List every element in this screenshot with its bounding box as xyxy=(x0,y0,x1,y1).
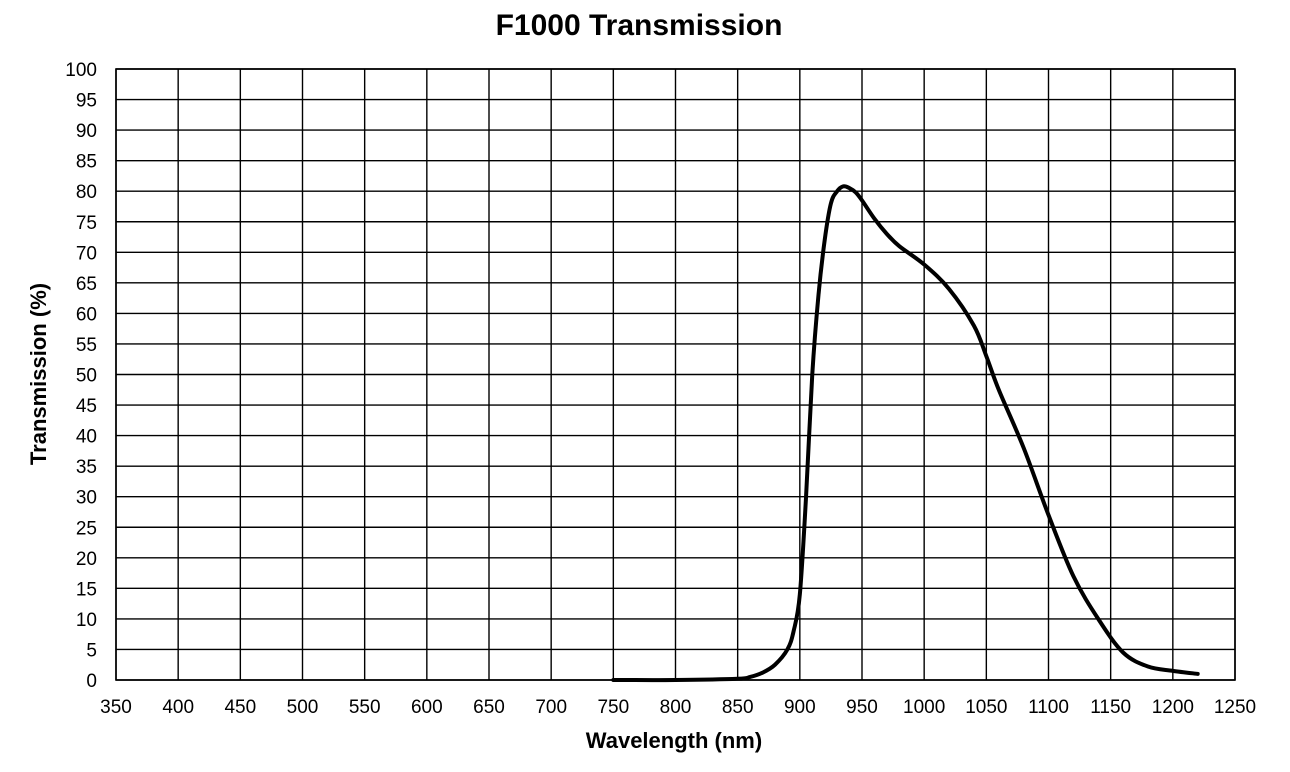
y-tick-labels: 0 5 10 15 20 25 30 35 40 45 50 55 60 65 70 75 80 85 90 95 10… xyxy=(65,60,97,692)
x-tick-label: 1200 xyxy=(1152,697,1194,718)
x-tick-label: 600 xyxy=(411,697,443,718)
x-tick-label: 950 xyxy=(846,697,878,718)
x-tick-label: 700 xyxy=(535,697,567,718)
x-tick-label: 1250 xyxy=(1214,697,1256,718)
x-tick-label: 400 xyxy=(162,697,194,718)
y-tick-label: 50 xyxy=(76,366,97,387)
y-tick-label: 100 xyxy=(65,60,97,81)
x-tick-label: 1100 xyxy=(1028,697,1069,718)
x-tick-label: 1000 xyxy=(903,697,945,718)
transmission-curve xyxy=(611,184,1200,683)
y-tick-label: 0 xyxy=(86,671,97,692)
y-tick-label: 65 xyxy=(76,274,97,295)
y-tick-label: 90 xyxy=(76,121,97,142)
x-tick-label: 750 xyxy=(597,697,629,718)
y-tick-label: 5 xyxy=(86,640,97,661)
x-tick-label: 850 xyxy=(722,697,754,718)
y-tick-label: 85 xyxy=(76,152,97,173)
x-tick-label: 350 xyxy=(100,697,132,718)
x-tick-label: 800 xyxy=(660,697,692,718)
series xyxy=(611,184,1200,683)
x-tick-label: 550 xyxy=(349,697,381,718)
x-tick-label: 1050 xyxy=(965,697,1007,718)
x-tick-label: 1150 xyxy=(1090,697,1131,718)
y-tick-label: 80 xyxy=(76,182,97,203)
y-tick-label: 25 xyxy=(76,518,97,539)
y-tick-label: 30 xyxy=(76,488,97,509)
y-axis-label: Transmission (%) xyxy=(26,283,51,465)
y-tick-label: 75 xyxy=(76,213,97,234)
y-tick-label: 15 xyxy=(76,579,97,600)
x-tick-label: 650 xyxy=(473,697,505,718)
x-tick-label: 500 xyxy=(287,697,319,718)
y-tick-label: 95 xyxy=(76,91,97,112)
y-tick-label: 10 xyxy=(76,610,97,631)
x-tick-labels: 350 400 450 500 550 600 650 700 750 800 850 900 950 1… xyxy=(100,697,1256,718)
y-tick-label: 40 xyxy=(76,427,97,448)
y-tick-label: 60 xyxy=(76,304,97,325)
chart-title: F1000 Transmission xyxy=(496,9,783,42)
y-tick-label: 35 xyxy=(76,457,97,478)
x-tick-label: 450 xyxy=(224,697,256,718)
grid xyxy=(115,68,1236,681)
y-tick-label: 70 xyxy=(76,243,97,264)
y-tick-label: 20 xyxy=(76,549,97,570)
x-tick-label: 900 xyxy=(784,697,816,718)
y-tick-label: 45 xyxy=(76,396,97,417)
y-tick-label: 55 xyxy=(76,335,97,356)
x-axis-label: Wavelength (nm) xyxy=(586,728,762,753)
